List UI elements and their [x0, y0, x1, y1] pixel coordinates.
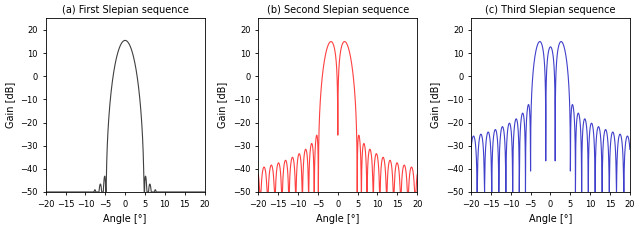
- X-axis label: Angle [°]: Angle [°]: [316, 214, 360, 224]
- Title: (b) Second Slepian sequence: (b) Second Slepian sequence: [267, 5, 409, 15]
- Title: (c) Third Slepian sequence: (c) Third Slepian sequence: [485, 5, 616, 15]
- X-axis label: Angle [°]: Angle [°]: [529, 214, 572, 224]
- X-axis label: Angle [°]: Angle [°]: [104, 214, 147, 224]
- Y-axis label: Gain [dB]: Gain [dB]: [218, 82, 228, 128]
- Y-axis label: Gain [dB]: Gain [dB]: [430, 82, 440, 128]
- Y-axis label: Gain [dB]: Gain [dB]: [5, 82, 15, 128]
- Title: (a) First Slepian sequence: (a) First Slepian sequence: [61, 5, 189, 15]
